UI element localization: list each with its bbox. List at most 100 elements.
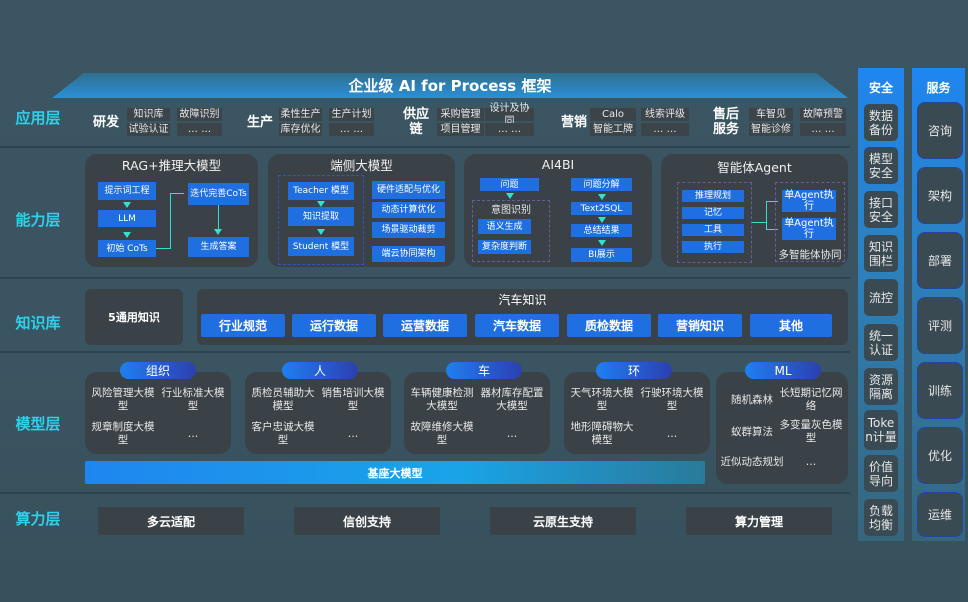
model-category-pill: ML <box>745 362 821 379</box>
service-item[interactable]: 运维 <box>917 492 963 537</box>
app-item[interactable]: 项目管理 <box>437 123 484 136</box>
box: 总结结果 <box>571 224 632 237</box>
app-item[interactable]: 库存优化 <box>279 123 322 136</box>
app-item[interactable]: 故障识别 <box>177 108 222 121</box>
card-title: 智能体Agent <box>717 159 792 175</box>
security-item: 接口安全 <box>864 191 898 228</box>
box: 硬件适配与优化 <box>372 181 445 199</box>
app-item[interactable]: 知识库 <box>127 108 170 121</box>
box: 初始 CoTs <box>98 240 156 257</box>
arrow-icon <box>123 232 131 238</box>
model-card <box>404 372 550 454</box>
model-item: 车辆健康检测大模型 <box>410 387 474 412</box>
model-card <box>245 372 391 454</box>
box: 推理规划 <box>682 190 744 202</box>
model-item: … <box>666 427 678 440</box>
service-title: 服务 <box>926 80 951 95</box>
card-title: RAG+推理大模型 <box>121 157 222 173</box>
model-item: 蚁群算法 <box>731 425 773 438</box>
model-item: 规章制度大模型 <box>91 421 155 446</box>
compute-item: 多云适配 <box>98 507 244 535</box>
security-item: 统一认证 <box>864 324 898 361</box>
security-title: 安全 <box>868 80 893 95</box>
knowledge-chip: 行业规范 <box>201 314 285 337</box>
security-item: 模型安全 <box>864 147 898 184</box>
arrow-icon <box>317 229 325 235</box>
compute-item: 算力管理 <box>686 507 832 535</box>
security-item: Token计量 <box>864 410 898 450</box>
app-item[interactable]: … … <box>329 123 374 136</box>
app-item[interactable]: … … <box>177 123 222 136</box>
model-item: 质检员辅助大模型 <box>251 387 315 412</box>
app-item[interactable]: 设计及协同 <box>485 103 534 127</box>
box: 单Agent执行 <box>782 190 836 212</box>
arrow-icon <box>598 240 606 246</box>
service-item[interactable]: 训练 <box>917 362 963 419</box>
compute-item: 信创支持 <box>294 507 440 535</box>
model-category-pill: 环 <box>596 362 672 379</box>
model-category-pill: 车 <box>446 362 522 379</box>
security-item: 负载均衡 <box>864 499 898 536</box>
model-item: 长短期记忆网络 <box>779 387 843 412</box>
app-item[interactable]: … … <box>800 123 846 136</box>
app-item[interactable]: 柔性生产 <box>279 108 322 121</box>
compute-item: 云原生支持 <box>490 507 636 535</box>
model-item: 地形障碍物大模型 <box>570 421 634 446</box>
divider <box>0 146 850 148</box>
service-item[interactable]: 部署 <box>917 232 963 289</box>
knowledge-chip: 质检数据 <box>567 314 651 337</box>
arrow-icon <box>317 201 325 207</box>
app-item[interactable]: 故障预警 <box>800 108 846 121</box>
app-item[interactable]: 智能工牌 <box>590 123 636 136</box>
box: 知识提取 <box>288 207 354 226</box>
security-item: 流控 <box>864 279 898 316</box>
app-item[interactable]: … … <box>641 123 689 136</box>
knowledge-chip: 汽车数据 <box>475 314 559 337</box>
model-card <box>716 372 848 484</box>
general-knowledge: 5通用知识 <box>85 289 183 345</box>
model-item: … <box>187 427 199 440</box>
service-item[interactable]: 架构 <box>917 167 963 224</box>
model-item: 风险管理大模型 <box>91 387 155 412</box>
knowledge-chip: 运行数据 <box>292 314 376 337</box>
model-item: 行业标准大模型 <box>161 387 225 412</box>
model-item: 销售培训大模型 <box>321 387 385 412</box>
arrow-icon <box>506 193 514 199</box>
model-item: 故障维修大模型 <box>410 421 474 446</box>
box: 提示词工程 <box>98 182 156 200</box>
layer-label-model: 模型层 <box>15 414 61 433</box>
model-item: 行驶环境大模型 <box>640 387 704 412</box>
arrow-icon <box>123 202 131 208</box>
model-category-pill: 组织 <box>120 362 196 379</box>
security-item: 价值导向 <box>864 455 898 492</box>
app-item[interactable]: … … <box>485 123 534 136</box>
service-item[interactable]: 评测 <box>917 297 963 354</box>
app-item[interactable]: 试验认证 <box>127 123 170 136</box>
box: 语义生成 <box>478 219 531 234</box>
framework-title: 企业级 AI for Process 框架 <box>52 73 848 98</box>
app-item[interactable]: 智能诊修 <box>749 123 793 136</box>
app-item[interactable]: 车智见 <box>749 108 793 121</box>
layer-label-capability: 能力层 <box>15 210 61 229</box>
box: 复杂度判断 <box>478 240 531 254</box>
app-item[interactable]: 采购管理 <box>437 108 484 121</box>
box: 迭代完善CoTs <box>188 183 249 205</box>
app-group-label: 售后服务 <box>712 107 739 137</box>
model-card <box>564 372 710 454</box>
box: 生成答案 <box>188 237 249 257</box>
model-card <box>85 372 231 454</box>
layer-label-compute: 算力层 <box>15 509 61 528</box>
app-item[interactable]: 生产计划 <box>329 108 374 121</box>
service-item[interactable]: 优化 <box>917 427 963 484</box>
model-item: 客户忠诚大模型 <box>251 421 315 446</box>
model-item: 天气环境大模型 <box>570 387 634 412</box>
app-item[interactable]: 线索评级 <box>641 108 689 121</box>
knowledge-chip: 运营数据 <box>383 314 467 337</box>
auto-knowledge-title: 汽车知识 <box>498 292 547 307</box>
model-item: 近似动态规划 <box>720 455 784 468</box>
security-item: 资源隔离 <box>864 368 898 405</box>
app-item[interactable]: Calo <box>590 108 636 121</box>
app-group-label: 供应链 <box>402 107 429 137</box>
security-item: 数据备份 <box>864 104 898 141</box>
service-item[interactable]: 咨询 <box>917 102 963 159</box>
